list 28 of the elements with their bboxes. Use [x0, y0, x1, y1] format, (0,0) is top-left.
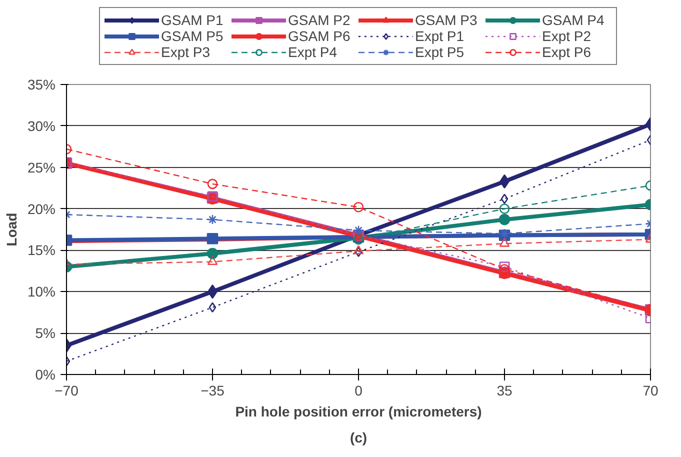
legend-label: Expt P5 [415, 44, 466, 60]
y-tick-label: 5% [35, 325, 56, 342]
legend-label: Expt P1 [415, 28, 466, 44]
y-tick-label: 25% [27, 159, 56, 176]
y-tick-label: 0% [35, 366, 56, 382]
legend-label: Expt P4 [288, 44, 338, 60]
text: (c) [350, 430, 368, 446]
x-tick-label: 0 [354, 382, 363, 398]
legend-label: Expt P2 [542, 28, 592, 44]
y-axis-title: Load [3, 212, 20, 246]
y-tick-label: 35% [27, 76, 56, 92]
x-axis-title: Pin hole position error (micrometers) [235, 404, 482, 420]
legend-label: Expt P3 [161, 44, 212, 60]
legend-label: GSAM P3 [415, 12, 478, 28]
x-tick-label: −70 [54, 382, 79, 398]
legend-label: GSAM P6 [288, 28, 352, 44]
legend-label: GSAM P4 [542, 12, 606, 28]
y-tick-label: 30% [27, 118, 56, 134]
legend-label: GSAM P1 [161, 12, 224, 28]
legend-label: Expt P6 [542, 44, 592, 60]
y-tick-label: 20% [27, 200, 56, 217]
legend-label: GSAM P2 [288, 12, 352, 28]
legend-label: GSAM P5 [161, 28, 224, 44]
x-tick-label: −35 [200, 382, 225, 398]
y-tick-label: 10% [27, 284, 56, 300]
y-tick-label: 15% [27, 242, 56, 258]
x-tick-label: 35 [496, 382, 512, 398]
x-tick-label: 70 [642, 382, 658, 398]
